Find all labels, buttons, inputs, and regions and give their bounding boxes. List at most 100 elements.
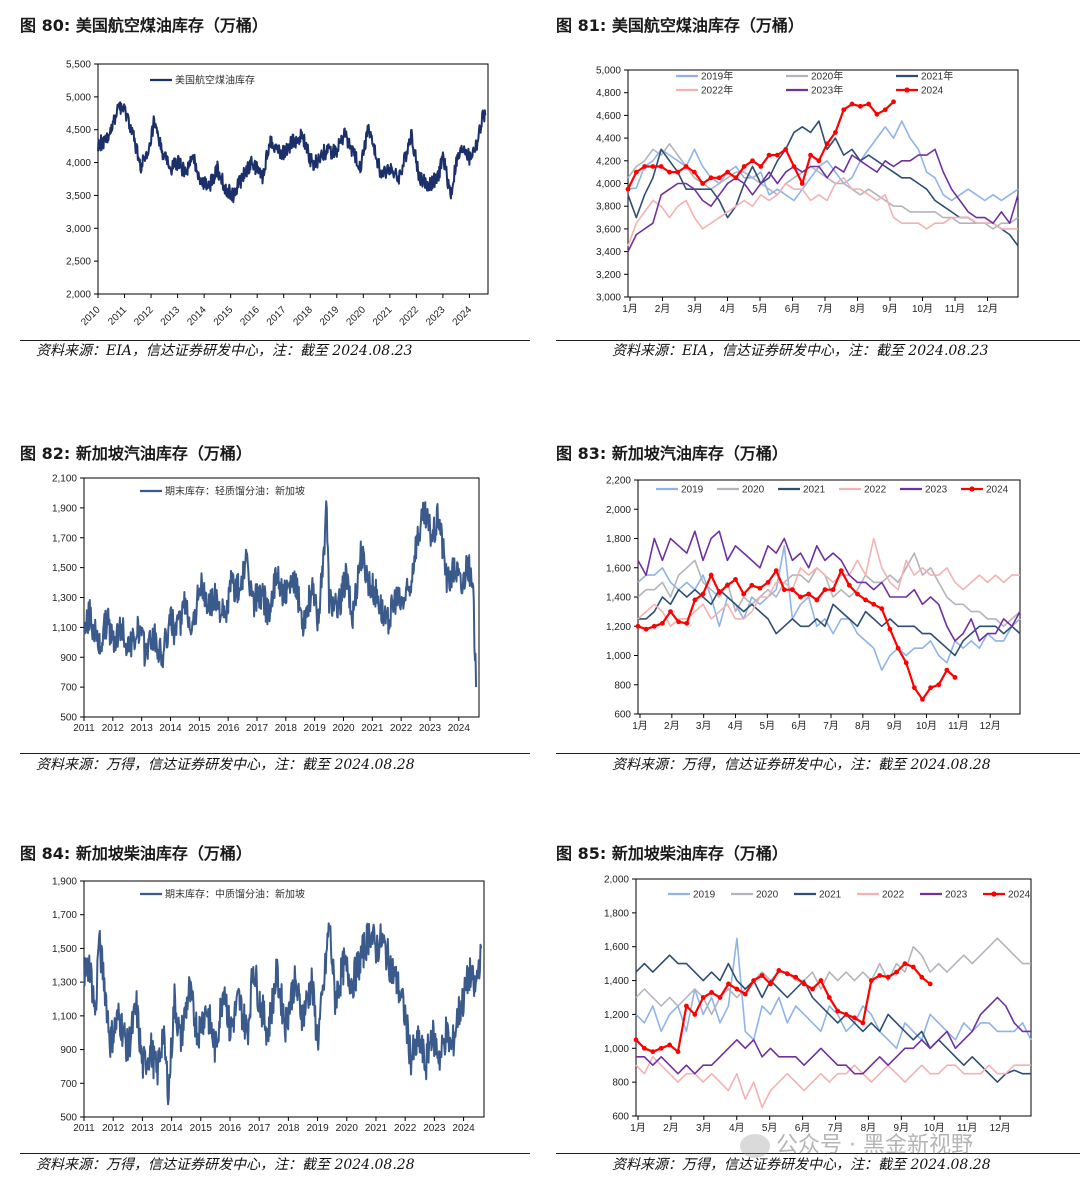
y-tick-label: 3,000 [66, 224, 91, 235]
source-note: 资料来源：EIA，信达证券研发中心，注：截至 2024.08.23 [612, 343, 989, 359]
source-note: 资料来源：万得，信达证券研发中心，注：截至 2024.08.28 [36, 1157, 415, 1173]
series-point [668, 609, 673, 615]
x-tick-label: 11月 [945, 303, 965, 315]
y-tick-label: 1,600 [606, 563, 631, 574]
y-tick-label: 3,200 [596, 270, 621, 281]
y-tick-label: 2,000 [66, 290, 91, 301]
x-tick-label: 2013 [131, 723, 154, 734]
x-tick-label: 3月 [696, 1122, 712, 1134]
source-note: 资料来源：万得，信达证券研发中心，注：截至 2024.08.28 [612, 1157, 991, 1173]
series-point [891, 99, 896, 105]
x-tick-label: 10月 [912, 303, 933, 315]
source-note: 资料来源：万得，信达证券研发中心，注：截至 2024.08.28 [612, 757, 991, 773]
series-point [838, 568, 844, 574]
series-point [791, 164, 797, 169]
series-point [936, 682, 942, 688]
series-point [781, 587, 787, 593]
x-tick-label: 4月 [728, 720, 744, 732]
series-line [627, 148, 1019, 252]
x-tick-label: 2023 [424, 304, 448, 328]
legend-label: 2023 [925, 485, 948, 496]
y-tick-label: 1,800 [606, 534, 631, 545]
legend-marker [904, 87, 910, 93]
x-tick-label: 4月 [729, 1122, 745, 1134]
x-tick-label: 2014 [160, 1123, 183, 1134]
legend-label: 美国航空煤油库存 [175, 74, 255, 87]
legend-label: 期末库存：轻质馏分油：新加坡 [165, 485, 305, 498]
x-tick-label: 1月 [630, 1122, 646, 1134]
y-tick-label: 500 [60, 713, 77, 724]
y-tick-label: 1,900 [52, 877, 77, 888]
series-line [627, 177, 1018, 247]
source-note: 资料来源：万得，信达证券研发中心，注：截至 2024.08.28 [36, 757, 415, 773]
x-tick-label: 2014 [185, 304, 209, 328]
y-tick-label: 1,500 [52, 563, 77, 574]
series-point [700, 181, 706, 186]
series-point [857, 103, 863, 109]
series-point [887, 626, 893, 632]
figure-title: 图 85: 新加坡柴油库存（万桶） [556, 844, 788, 863]
x-tick-label: 2019 [306, 1123, 329, 1134]
x-tick-label: 2020 [345, 304, 369, 328]
series-line [97, 101, 487, 204]
series-point [758, 164, 764, 169]
series-point [783, 147, 789, 152]
x-tick-label: 2022 [390, 723, 413, 734]
legend-label: 2023 [945, 890, 968, 901]
series-point [642, 164, 647, 169]
x-tick-label: 12月 [980, 720, 1001, 732]
x-tick-label: 2020 [336, 1123, 359, 1134]
series-line [637, 537, 1020, 628]
series-point [816, 158, 822, 164]
series-point [830, 587, 836, 593]
x-tick-label: 2024 [452, 1123, 475, 1134]
x-tick-label: 2010 [79, 304, 103, 328]
series-point [895, 645, 901, 651]
series-line [637, 569, 956, 701]
chart-82: 500 700 900 1,100 1,300 1,500 1,700 1,900 2,100 2… [52, 474, 480, 734]
series-line [637, 530, 1021, 642]
series-point [927, 981, 933, 987]
series-point [751, 978, 757, 983]
x-tick-label: 2011 [106, 304, 129, 327]
x-tick-label: 2022 [394, 1123, 417, 1134]
series-point [868, 978, 874, 983]
y-tick-label: 800 [612, 1078, 629, 1089]
series-point [667, 169, 672, 175]
legend-label: 2019 [681, 485, 704, 496]
x-tick-label: 1月 [622, 303, 638, 315]
y-tick-label: 1,000 [604, 1044, 629, 1055]
series-point [635, 623, 641, 629]
legend-label: 2021 [819, 890, 842, 901]
figure-title: 图 80: 美国航空煤油库存（万桶） [20, 16, 268, 35]
series-point [944, 667, 950, 673]
x-tick-label: 2022 [398, 304, 422, 328]
x-tick-label: 2016 [238, 304, 262, 328]
y-tick-label: 2,000 [606, 505, 631, 516]
y-tick-label: 1,500 [52, 944, 77, 955]
y-tick-label: 1,300 [52, 593, 77, 604]
series-point [919, 974, 925, 980]
legend-label: 2024 [986, 485, 1009, 496]
x-tick-label: 2月 [664, 720, 680, 732]
x-tick-label: 9月 [887, 720, 903, 732]
legend-label: 2019年 [701, 70, 733, 83]
series-point [835, 1008, 841, 1014]
legend-marker [969, 486, 975, 492]
x-tick-label: 2024 [451, 304, 475, 328]
chart-80: 2,000 2,500 3,000 3,500 4,000 4,500 5,000 5,500… [66, 60, 489, 328]
x-tick-label: 2018 [275, 723, 298, 734]
x-tick-label: 5月 [760, 720, 776, 732]
series-point [651, 623, 657, 629]
y-tick-label: 700 [60, 683, 77, 694]
series-point [885, 974, 891, 980]
x-tick-label: 2013 [131, 1123, 154, 1134]
series-point [717, 995, 723, 1000]
series-point [708, 175, 714, 181]
series-point [841, 107, 847, 113]
series-point [716, 590, 722, 596]
series-line [635, 954, 1031, 1083]
x-tick-label: 9月 [894, 1122, 910, 1134]
series-point [658, 1045, 664, 1051]
x-tick-label: 2018 [277, 1123, 300, 1134]
